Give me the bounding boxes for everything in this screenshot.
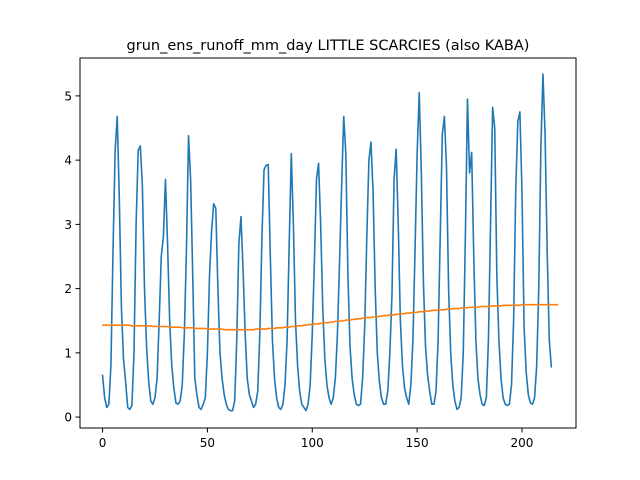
x-tick-label: 50: [200, 436, 215, 450]
plot-area: [101, 73, 559, 412]
y-tick-label: 4: [64, 154, 72, 168]
x-axis: 0 50 100 150 200: [99, 428, 534, 450]
series-line-1: [101, 73, 553, 412]
y-tick-label: 3: [64, 218, 72, 232]
y-tick-label: 5: [64, 89, 72, 103]
y-tick-label: 1: [64, 346, 72, 360]
y-tick-label: 0: [64, 411, 72, 425]
x-tick-label: 200: [511, 436, 534, 450]
x-tick-label: 0: [99, 436, 107, 450]
y-tick-label: 2: [64, 282, 72, 296]
y-axis: 0 1 2 3 4 5: [64, 89, 80, 425]
x-tick-label: 150: [406, 436, 429, 450]
series-line-2: [101, 303, 559, 331]
axes-frame: [79, 57, 577, 429]
chart-title: grun_ens_runoff_mm_day LITTLE SCARCIES (…: [127, 38, 530, 54]
x-tick-label: 100: [301, 436, 324, 450]
